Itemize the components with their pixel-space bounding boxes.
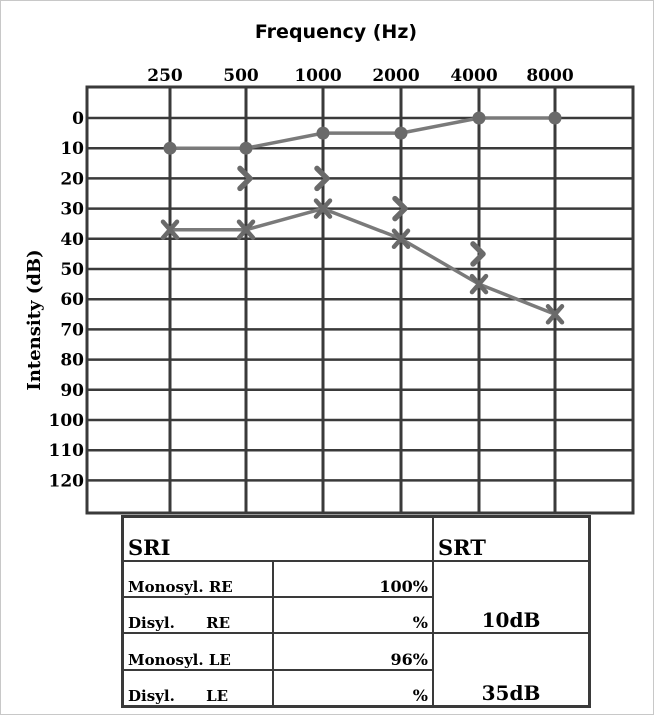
audiogram-chart: Frequency (Hz) Intensity (dB) 250 500 1000… bbox=[24, 21, 635, 515]
row-label-disyl-le: Disyl. LE bbox=[121, 668, 274, 708]
y-tick-label: 20 bbox=[60, 169, 84, 189]
speech-results-table: SRI SRT Monosyl. RE 100% 10dB Disyl. RE … bbox=[121, 515, 591, 708]
x-tick-label: 500 bbox=[223, 66, 259, 86]
srt-header: SRT bbox=[432, 515, 591, 562]
y-tick-label: 70 bbox=[60, 320, 84, 340]
x-tick-label: 250 bbox=[147, 66, 183, 86]
x-tick-label: 1000 bbox=[294, 66, 341, 86]
y-tick-labels: 0 10 20 30 40 50 60 70 80 90 100 110 120 bbox=[49, 109, 85, 491]
x-tick-label: 4000 bbox=[450, 66, 497, 86]
chevron-marker bbox=[237, 165, 253, 192]
srt-value-re: 10dB bbox=[432, 559, 591, 635]
srt-value-le: 35dB bbox=[432, 632, 591, 708]
y-tick-label: 110 bbox=[49, 441, 85, 461]
x-marker bbox=[160, 219, 180, 240]
y-tick-label: 80 bbox=[60, 351, 84, 371]
circle-marker bbox=[394, 126, 408, 140]
x-tick-label: 8000 bbox=[526, 66, 573, 86]
y-tick-label: 0 bbox=[72, 109, 84, 129]
series-markers bbox=[160, 111, 565, 325]
y-tick-label: 60 bbox=[60, 290, 84, 310]
circle-marker bbox=[472, 111, 486, 125]
series-line bbox=[170, 206, 556, 316]
row-value-disyl-le: % bbox=[272, 668, 434, 708]
y-axis-label: Intensity (dB) bbox=[24, 249, 45, 390]
circle-marker bbox=[548, 111, 562, 125]
series-line bbox=[170, 116, 555, 150]
y-tick-label: 10 bbox=[60, 139, 84, 159]
row-label-monosyl-le: Monosyl. LE bbox=[121, 632, 274, 671]
x-marker bbox=[545, 304, 565, 325]
row-label-monosyl-re: Monosyl. RE bbox=[121, 559, 274, 598]
circle-marker bbox=[163, 141, 177, 155]
x-tick-label: 2000 bbox=[372, 66, 419, 86]
x-marker bbox=[313, 198, 333, 219]
series-lines bbox=[170, 116, 556, 316]
chart-title: Frequency (Hz) bbox=[255, 21, 417, 43]
y-tick-label: 50 bbox=[60, 260, 84, 280]
y-tick-label: 90 bbox=[60, 381, 84, 401]
x-marker bbox=[391, 228, 411, 250]
circle-marker bbox=[316, 126, 330, 140]
y-tick-label: 120 bbox=[49, 471, 85, 491]
chevron-marker bbox=[314, 165, 330, 192]
x-marker bbox=[469, 273, 489, 295]
sri-header: SRI bbox=[121, 515, 434, 562]
row-label-disyl-re: Disyl. RE bbox=[121, 595, 274, 635]
x-tick-labels: 250 500 1000 2000 4000 8000 bbox=[147, 66, 574, 86]
row-value-monosyl-re: 100% bbox=[272, 559, 434, 598]
row-value-disyl-re: % bbox=[272, 595, 434, 635]
y-tick-label: 30 bbox=[60, 200, 84, 220]
y-tick-label: 100 bbox=[49, 411, 85, 431]
circle-marker bbox=[239, 141, 253, 155]
row-value-monosyl-le: 96% bbox=[272, 632, 434, 671]
x-marker bbox=[236, 219, 256, 240]
chevron-marker bbox=[470, 241, 486, 267]
chevron-marker bbox=[392, 195, 408, 222]
y-tick-label: 40 bbox=[60, 230, 84, 250]
